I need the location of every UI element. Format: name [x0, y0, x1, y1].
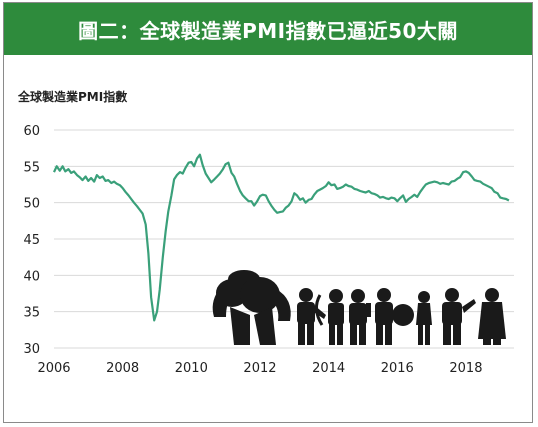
grid-lines — [54, 129, 514, 349]
hero-silhouette-3 — [315, 289, 344, 345]
figure-title-banner: 圖二：全球製造業PMI指數已逼近50大關 — [4, 3, 532, 55]
y-tick-labels: 30 35 40 45 50 55 60 — [23, 124, 40, 357]
figure-frame: 圖二：全球製造業PMI指數已逼近50大關 全球製造業PMI指數 30 35 40 45… — [3, 2, 533, 423]
y-tick-label: 40 — [23, 269, 40, 284]
x-tick-label: 2008 — [106, 361, 139, 376]
hero-silhouette-6 — [416, 291, 432, 345]
y-tick-label: 35 — [23, 306, 40, 321]
y-tick-label: 60 — [23, 124, 40, 139]
x-tick-label: 2010 — [175, 361, 208, 376]
hulk-silhouette — [212, 270, 291, 345]
y-tick-label: 45 — [23, 233, 40, 248]
x-tick-labels: 2006 2008 2010 2012 2014 2016 2018 — [37, 361, 482, 376]
y-tick-label: 50 — [23, 197, 40, 212]
hero-silhouette-8 — [478, 288, 506, 345]
hero-silhouette-5 — [375, 288, 414, 345]
superhero-silhouettes-image — [212, 270, 506, 345]
y-tick-label: 55 — [23, 160, 40, 175]
x-tick-label: 2018 — [449, 361, 482, 376]
x-tick-label: 2006 — [37, 361, 70, 376]
x-tick-label: 2016 — [381, 361, 414, 376]
y-axis-label: 全球製造業PMI指數 — [17, 89, 127, 104]
hero-silhouette-2 — [297, 288, 326, 345]
x-tick-label: 2014 — [312, 361, 345, 376]
pmi-series-line — [53, 153, 510, 322]
hero-silhouette-4 — [349, 289, 371, 345]
x-tick-label: 2012 — [243, 361, 276, 376]
y-tick-label: 30 — [23, 342, 40, 357]
hero-silhouette-7 — [442, 288, 476, 345]
